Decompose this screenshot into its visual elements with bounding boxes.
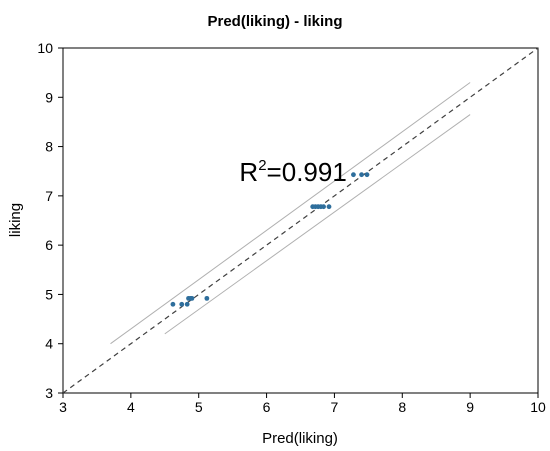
data-point — [351, 172, 356, 178]
data-point — [364, 172, 370, 178]
confidence-band-1 — [110, 82, 471, 345]
r-squared-annotation: R2=0.991 — [239, 157, 346, 187]
data-point — [204, 295, 210, 301]
x-tick-label: 6 — [263, 399, 271, 415]
chart-title: Pred(liking) - liking — [207, 13, 342, 30]
data-point — [189, 295, 195, 301]
r-squared-superscript: 2 — [258, 157, 266, 174]
data-point — [326, 204, 332, 210]
y-tick-label: 6 — [45, 237, 53, 253]
y-tick-label: 7 — [45, 188, 53, 204]
plot-area: 3 4 5 6 7 8 9 10 3 4 5 6 7 8 9 10 — [37, 40, 546, 415]
y-axis-label: liking — [7, 203, 24, 237]
x-axis-label: Pred(liking) — [262, 430, 338, 447]
y-tick-label: 5 — [45, 286, 53, 302]
data-point — [359, 172, 364, 178]
y-tick-label: 9 — [45, 89, 53, 105]
data-point — [179, 301, 185, 307]
data-point — [321, 204, 326, 210]
r-squared-value: =0.991 — [267, 157, 347, 187]
x-tick-label: 5 — [195, 399, 203, 415]
y-tick-label: 8 — [45, 139, 53, 155]
x-tick-label: 7 — [331, 399, 339, 415]
x-tick-label: 3 — [59, 399, 67, 415]
confidence-band-2 — [164, 114, 471, 335]
r-squared-base: R — [239, 157, 258, 187]
data-point — [170, 301, 176, 307]
y-tick-label: 4 — [45, 336, 53, 352]
x-tick-label: 4 — [127, 399, 135, 415]
x-tick-label: 8 — [398, 399, 406, 415]
y-tick-label: 10 — [37, 40, 53, 56]
data-point — [184, 301, 190, 307]
y-tick-label: 3 — [45, 385, 53, 401]
identity-line — [62, 47, 539, 394]
x-tick-label: 10 — [530, 399, 546, 415]
plot-frame — [62, 47, 539, 394]
x-tick-label: 9 — [466, 399, 474, 415]
